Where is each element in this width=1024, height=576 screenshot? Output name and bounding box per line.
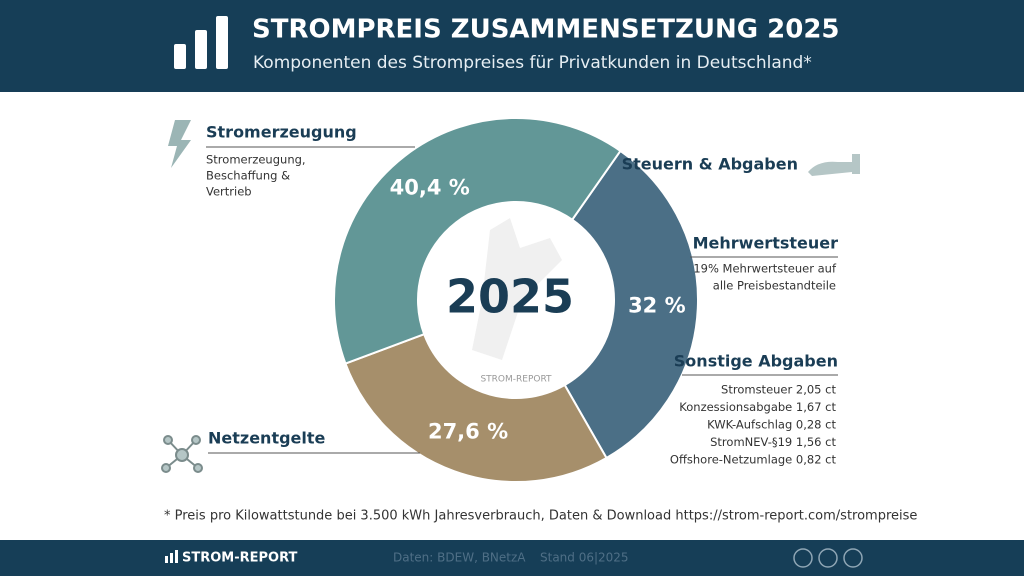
subtitle: Komponenten des Strompreises für Privatk… [253, 53, 812, 73]
network-icon [161, 435, 203, 473]
value-label: 32 % [628, 293, 686, 317]
footnote: * Preis pro Kilowattstunde bei 3.500 kWh… [164, 509, 917, 524]
annotation-text: Offshore-Netzumlage 0,82 ct [670, 453, 837, 467]
lightning-icon [168, 120, 191, 168]
center-label: 2025 [446, 270, 574, 324]
annotation-text: 19% Mehrwertsteuer auf [693, 262, 837, 276]
license-icons [793, 548, 863, 568]
annotation-text: Beschaffung & [206, 169, 290, 183]
annotation-text: Stromsteuer 2,05 ct [721, 383, 836, 397]
title: STROMPREIS ZUSAMMENSETZUNG 2025 [252, 15, 840, 45]
footer-logo [165, 550, 178, 563]
annotation-text: Konzessionsabgabe 1,67 ct [679, 400, 836, 414]
hand-icon [808, 154, 860, 176]
legend-label: Netzentgelte [208, 429, 326, 448]
annotation-text: KWK-Aufschlag 0,28 ct [707, 418, 836, 432]
annotation-text: StromNEV-§19 1,56 ct [710, 435, 836, 449]
footer-source: Daten: BDEW, BNetzA [393, 551, 526, 565]
footer-date: Stand 06|2025 [540, 551, 629, 565]
header-band [0, 0, 1024, 92]
annotation-title: Mehrwertsteuer [693, 234, 838, 253]
legend-label: Steuern & Abgaben [622, 155, 798, 174]
value-label: 40,4 % [390, 175, 470, 199]
plug-watermark [472, 218, 562, 360]
annotation-title: Sonstige Abgaben [674, 352, 838, 371]
annotation-text: alle Preisbestandteile [713, 279, 836, 293]
footer-brand: STROM-REPORT [182, 551, 298, 566]
value-label: 27,6 % [428, 420, 508, 444]
logo-icon [174, 16, 228, 69]
donut: 32 % 27,6 % 40,4 % [333, 117, 699, 483]
watermark: STROM-REPORT [480, 375, 552, 385]
annotation-text: Stromerzeugung, [206, 153, 306, 167]
legend-label: Stromerzeugung [206, 123, 357, 142]
annotation-text: Vertrieb [206, 185, 252, 199]
